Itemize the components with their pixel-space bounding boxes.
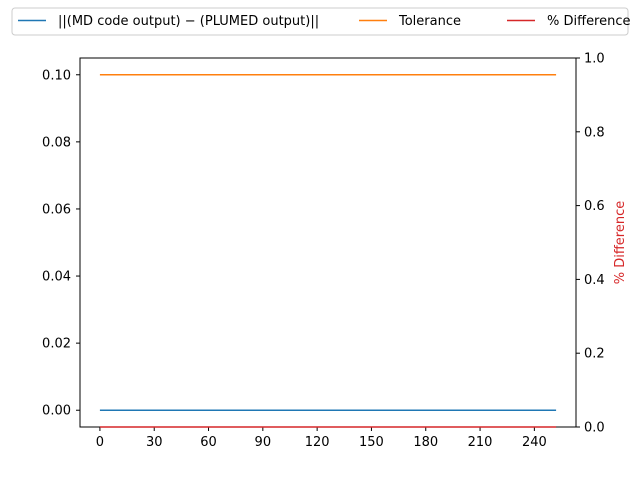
y2-tick-label: 0.0 xyxy=(584,421,605,436)
y-tick-label: 0.08 xyxy=(42,135,71,150)
x-tick-label: 0 xyxy=(96,435,104,450)
legend-label-1: Tolerance xyxy=(398,14,461,29)
y2-tick-label: 0.6 xyxy=(584,199,605,214)
x-tick-label: 150 xyxy=(359,435,384,450)
y-tick-label: 0.00 xyxy=(42,404,71,419)
y2-axis-label: % Difference xyxy=(613,201,628,285)
y2-tick-label: 0.4 xyxy=(584,273,605,288)
legend-box xyxy=(11,7,629,36)
x-tick-label: 30 xyxy=(146,435,163,450)
y-tick-label: 0.10 xyxy=(42,68,71,83)
series-lines xyxy=(99,74,557,428)
legend-label-2: % Difference xyxy=(547,14,631,29)
y-tick-label: 0.06 xyxy=(42,202,71,217)
y2-tick-label: 0.2 xyxy=(584,347,605,362)
y2-tick-label: 1.0 xyxy=(584,52,605,67)
y2-tick-label: 0.8 xyxy=(584,125,605,140)
legend-label-0: ||(MD code output) − (PLUMED output)|| xyxy=(58,14,319,29)
x-tick-label: 210 xyxy=(468,435,493,450)
x-tick-label: 180 xyxy=(413,435,438,450)
legend: ||(MD code output) − (PLUMED output)|| To… xyxy=(11,7,631,36)
y-axis-right: 0.0 0.2 0.4 0.6 0.8 1.0 xyxy=(576,52,605,436)
x-tick-label: 240 xyxy=(522,435,547,450)
x-axis: 0 30 60 90 120 150 180 210 240 xyxy=(96,427,547,450)
y-tick-label: 0.02 xyxy=(42,337,71,352)
y-axis-left: 0.00 0.02 0.04 0.06 0.08 0.10 xyxy=(42,68,80,419)
x-tick-label: 60 xyxy=(200,435,217,450)
x-tick-label: 120 xyxy=(305,435,330,450)
x-tick-label: 90 xyxy=(255,435,272,450)
y-tick-label: 0.04 xyxy=(42,270,71,285)
plot-frame xyxy=(79,57,577,428)
